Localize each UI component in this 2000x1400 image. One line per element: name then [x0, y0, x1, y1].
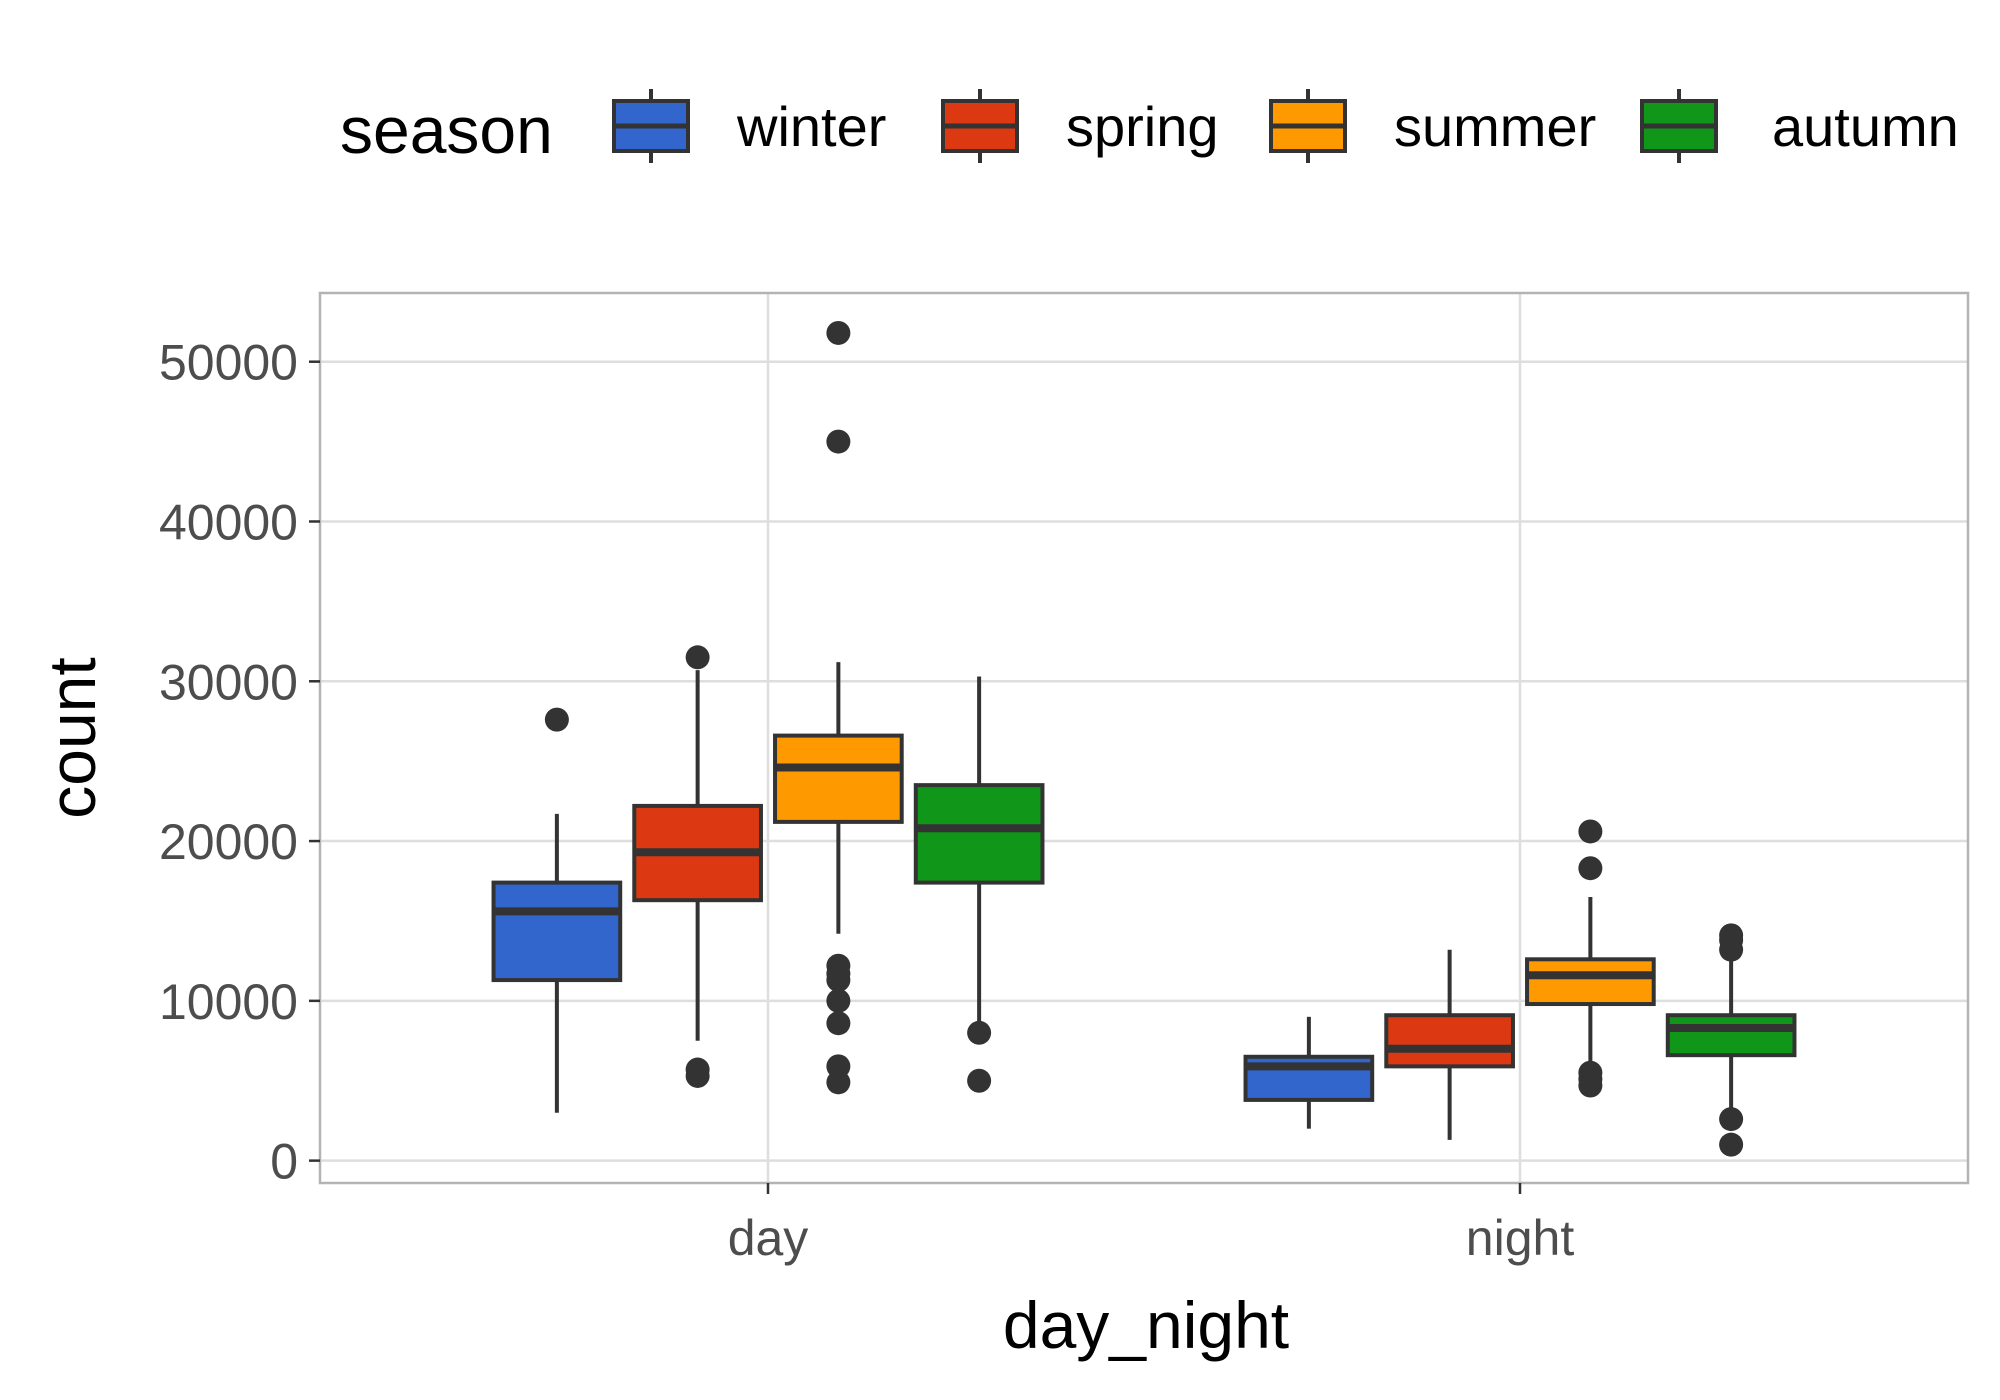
- outlier-point: [826, 320, 851, 345]
- box-body: [491, 880, 623, 983]
- box-body: [1384, 1013, 1515, 1069]
- legend-label-summer: summer: [1394, 95, 1596, 158]
- outlier-point: [826, 1070, 851, 1095]
- y-tick-label-10000: 10000: [159, 974, 298, 1030]
- grid-layer: [320, 293, 1968, 1183]
- outlier-point: [1719, 1132, 1744, 1157]
- outlier-point: [1578, 856, 1603, 881]
- outlier-point: [1578, 1073, 1603, 1098]
- legend-title: season: [340, 93, 553, 167]
- box-layer: [491, 320, 1797, 1157]
- outlier-point: [826, 968, 851, 993]
- box-body: [1665, 1013, 1797, 1058]
- legend-item-spring: spring: [941, 89, 1219, 163]
- panel-border: [318, 291, 1970, 1185]
- box-winter-day: [491, 707, 623, 1113]
- legend: season winter spring summer autumn: [340, 89, 1959, 167]
- x-tick-label-day: day: [728, 1210, 809, 1266]
- legend-item-autumn: autumn: [1640, 89, 1959, 163]
- box-autumn-day: [913, 676, 1045, 1093]
- outlier-point: [544, 707, 569, 732]
- x-tick-label-night: night: [1466, 1210, 1575, 1266]
- box-winter-night: [1243, 1016, 1375, 1129]
- outlier-point: [826, 988, 851, 1013]
- box-summer-night: [1525, 819, 1656, 1098]
- box-summer-day: [773, 320, 904, 1095]
- legend-item-summer: summer: [1269, 89, 1596, 163]
- outlier-point: [967, 1020, 992, 1045]
- box-body: [773, 733, 904, 824]
- y-tick-label-0: 0: [270, 1134, 298, 1190]
- axis-layer: 0 10000 20000 30000 40000 50000 day night: [159, 335, 1574, 1266]
- y-tick-label-50000: 50000: [159, 335, 298, 391]
- outlier-point: [826, 1011, 851, 1036]
- legend-items: winter spring summer autumn: [612, 89, 1959, 163]
- box-spring-day: [632, 645, 763, 1088]
- box-spring-night: [1384, 949, 1515, 1140]
- y-axis-title: count: [35, 657, 109, 818]
- legend-label-autumn: autumn: [1772, 95, 1959, 158]
- box-body: [913, 783, 1045, 885]
- box-autumn-night: [1665, 923, 1797, 1157]
- box-body: [1525, 957, 1656, 1007]
- outlier-point: [1578, 819, 1603, 844]
- x-axis-title: day_night: [1003, 1288, 1289, 1362]
- outlier-point: [1719, 1107, 1744, 1132]
- outlier-point: [1719, 937, 1744, 962]
- outlier-point: [967, 1068, 992, 1093]
- legend-label-spring: spring: [1066, 95, 1219, 158]
- outlier-point: [685, 645, 710, 670]
- legend-label-winter: winter: [736, 95, 886, 158]
- outlier-point: [685, 1063, 710, 1088]
- outlier-point: [826, 429, 851, 454]
- legend-item-winter: winter: [612, 89, 886, 163]
- y-tick-label-20000: 20000: [159, 814, 298, 870]
- y-tick-label-30000: 30000: [159, 654, 298, 710]
- y-tick-label-40000: 40000: [159, 494, 298, 550]
